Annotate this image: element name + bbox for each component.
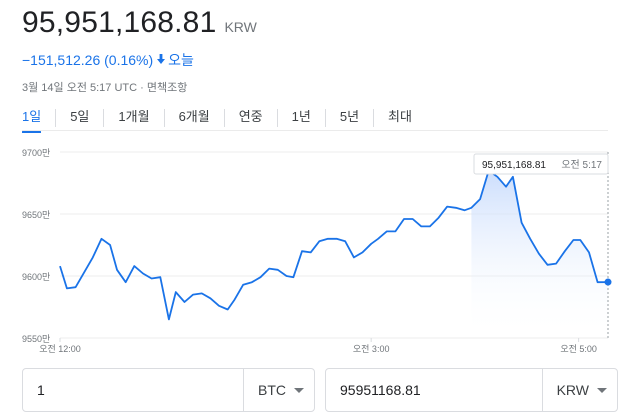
chart-hover-fill	[471, 170, 608, 338]
tab-range-7[interactable]: 최대	[388, 109, 412, 124]
price-currency: KRW	[224, 19, 257, 35]
current-point	[604, 278, 612, 286]
x-tick-label: 오전 5:00	[560, 344, 597, 354]
tooltip-time: 오전 5:17	[561, 159, 602, 171]
change-value: −151,512.26 (0.16%)	[22, 52, 154, 68]
price-change: −151,512.26 (0.16%) 오늘	[22, 50, 194, 70]
tab-separator	[373, 109, 375, 127]
change-period: 오늘	[168, 52, 194, 68]
tab-separator	[276, 109, 278, 127]
arrow-down-icon	[156, 52, 166, 68]
disclaimer-link[interactable]: 면책조항	[146, 82, 188, 94]
price-line	[59, 169, 609, 321]
tooltip-value: 95,951,168.81	[482, 160, 546, 171]
tab-separator	[223, 109, 225, 127]
tab-separator	[324, 109, 326, 127]
y-tick-label: 9650만	[22, 210, 50, 220]
currency-converter: 1 BTC 95951168.81 KRW	[22, 368, 618, 412]
converted-input[interactable]: 95951168.81	[340, 382, 421, 398]
current-price: 95,951,168.81	[22, 6, 217, 39]
x-tick-label: 오전 12:00	[39, 344, 81, 354]
amount-input[interactable]: 1	[37, 382, 45, 398]
caret-down-icon	[597, 387, 607, 393]
timestamp-line: 3월 14일 오전 5:17 UTC · 면책조항	[22, 79, 187, 95]
y-tick-label: 9700만	[22, 148, 50, 158]
tab-range-3[interactable]: 6개월	[178, 109, 210, 124]
y-tick-label: 9600만	[22, 272, 50, 282]
tab-range-6[interactable]: 5년	[339, 109, 360, 124]
y-tick-label: 9550만	[22, 334, 50, 344]
meta-separator: ·	[140, 82, 144, 94]
to-unit-select[interactable]: KRW	[541, 369, 617, 411]
price-row: 95,951,168.81 KRW	[22, 6, 257, 40]
from-unit-label: BTC	[258, 382, 286, 398]
tab-range-1[interactable]: 5일	[70, 109, 90, 124]
tab-range-5[interactable]: 1년	[291, 109, 311, 124]
tab-range-2[interactable]: 1개월	[118, 109, 150, 124]
x-tick-label: 오전 3:00	[353, 344, 390, 354]
tab-range-0[interactable]: 1일	[22, 100, 42, 133]
range-tabs: 1일 5일 1개월 6개월 연중 1년 5년 최대	[22, 100, 412, 133]
tab-range-4[interactable]: 연중	[238, 109, 263, 124]
timestamp: 3월 14일 오전 5:17 UTC	[22, 82, 138, 94]
from-unit-select[interactable]: BTC	[243, 369, 314, 411]
converted-box: 95951168.81 KRW	[325, 368, 618, 412]
caret-down-icon	[294, 387, 304, 393]
amount-box: 1 BTC	[22, 368, 315, 412]
tab-separator	[55, 109, 57, 127]
tab-separator	[163, 109, 165, 127]
tabs-divider	[22, 130, 608, 131]
tooltip-box	[473, 153, 609, 175]
tab-separator	[103, 109, 105, 127]
to-unit-label: KRW	[556, 382, 589, 398]
